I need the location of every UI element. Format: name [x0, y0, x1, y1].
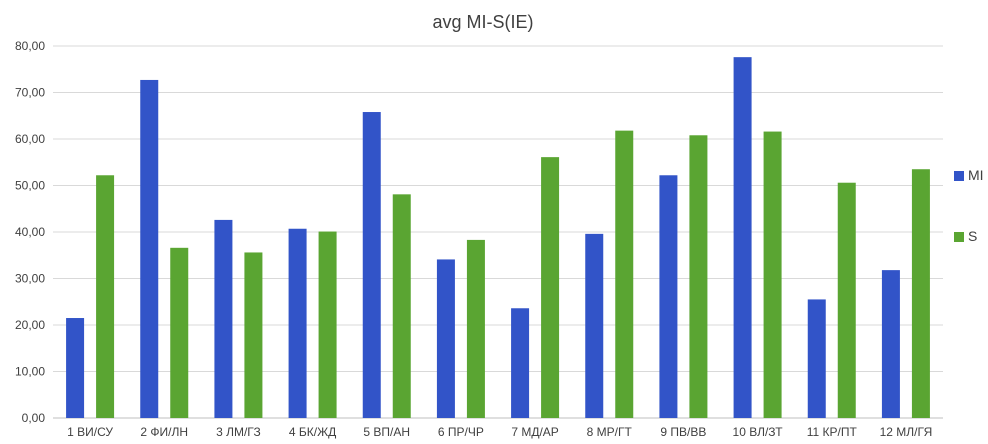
- bar-mi-8: [585, 233, 604, 418]
- bar-s-11: [837, 182, 856, 418]
- x-axis-tick-labels: 1 ВИ/СУ 2 ФИ/ЛН 3 ЛМ/ГЗ 4 БК/ЖД 5 ВП/АН 6 ПР/…: [67, 425, 932, 439]
- y-tick-label: 50,00: [15, 179, 45, 193]
- gridlines: [53, 45, 943, 419]
- bar-mi-12: [881, 270, 900, 418]
- legend-swatch-s: [954, 232, 964, 242]
- x-tick-label: 5 ВП/АН: [363, 425, 410, 439]
- legend-swatch-mi: [954, 171, 964, 181]
- y-tick-label: 40,00: [15, 225, 45, 239]
- x-tick-label: 11 КР/ПТ: [807, 425, 858, 439]
- chart-title: avg MI-S(IE): [432, 12, 533, 32]
- x-tick-label: 1 ВИ/СУ: [67, 425, 113, 439]
- bar-s-5: [392, 194, 411, 418]
- bar-s-1: [96, 175, 115, 418]
- y-tick-label: 10,00: [15, 365, 45, 379]
- bar-mi-11: [807, 299, 826, 418]
- x-tick-label: 2 ФИ/ЛН: [140, 425, 188, 439]
- y-axis-tick-labels: 0,00 10,00 20,00 30,00 40,00 50,00 60,00 70,00 8…: [15, 39, 45, 425]
- x-tick-label: 6 ПР/ЧР: [438, 425, 484, 439]
- bar-mi-4: [288, 228, 307, 418]
- bar-mi-6: [436, 259, 455, 418]
- x-tick-label: 8 МР/ГТ: [587, 425, 633, 439]
- x-tick-label: 7 МД/АР: [511, 425, 558, 439]
- bar-s-2: [170, 247, 189, 418]
- bar-mi-10: [733, 57, 752, 418]
- y-tick-label: 70,00: [15, 86, 45, 100]
- bar-s-4: [318, 231, 337, 418]
- x-tick-label: 12 МЛ/ГЯ: [880, 425, 933, 439]
- bar-mi-2: [140, 79, 159, 418]
- y-tick-label: 20,00: [15, 318, 45, 332]
- bar-s-7: [541, 157, 560, 418]
- bar-s-6: [466, 239, 485, 418]
- bar-s-10: [763, 131, 782, 418]
- bars: [66, 57, 930, 418]
- x-tick-label: 10 ВЛ/ЗТ: [733, 425, 784, 439]
- y-tick-label: 0,00: [22, 411, 46, 425]
- x-tick-label: 9 ПВ/ВВ: [660, 425, 706, 439]
- bar-s-3: [244, 252, 263, 418]
- bar-mi-9: [659, 175, 678, 418]
- y-tick-label: 60,00: [15, 132, 45, 146]
- legend: MI S: [954, 167, 984, 244]
- bar-s-9: [689, 135, 708, 418]
- y-tick-label: 30,00: [15, 272, 45, 286]
- bar-mi-5: [362, 112, 381, 418]
- legend-label-mi: MI: [968, 167, 984, 183]
- bar-s-12: [911, 169, 930, 418]
- x-tick-label: 4 БК/ЖД: [289, 425, 336, 439]
- bar-mi-1: [66, 318, 85, 418]
- bar-mi-3: [214, 219, 233, 418]
- bar-s-8: [615, 130, 634, 418]
- bar-mi-7: [511, 308, 530, 418]
- y-tick-label: 80,00: [15, 39, 45, 53]
- x-tick-label: 3 ЛМ/ГЗ: [216, 425, 261, 439]
- legend-label-s: S: [968, 228, 977, 244]
